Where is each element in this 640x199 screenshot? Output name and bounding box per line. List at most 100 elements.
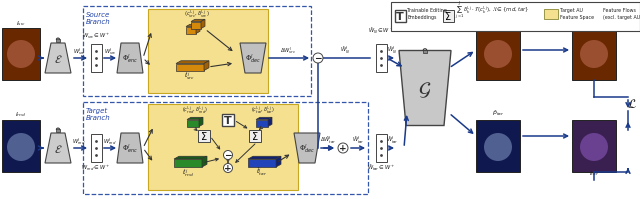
Polygon shape [248,156,281,159]
FancyBboxPatch shape [394,10,406,22]
Polygon shape [45,43,71,73]
Text: −: − [224,151,232,160]
Text: $\hat{W}_{tar}\in W^+$: $\hat{W}_{tar}\in W^+$ [367,162,395,173]
Text: $I_{src}$: $I_{src}$ [16,19,26,28]
Text: $\hat{p}^{rec}_{tar}$: $\hat{p}^{rec}_{tar}$ [492,16,504,26]
Circle shape [313,53,323,63]
Circle shape [580,40,608,68]
Text: Branch: Branch [86,115,111,121]
Polygon shape [202,156,207,167]
Polygon shape [191,21,201,28]
Polygon shape [186,24,200,26]
Text: $\hat{W}^l_{tar}$: $\hat{W}^l_{tar}$ [351,134,364,145]
FancyBboxPatch shape [90,134,102,162]
Text: $\mathcal{E}$: $\mathcal{E}$ [54,53,62,65]
Text: $\Delta W^l_{src}$: $\Delta W^l_{src}$ [280,45,296,56]
Text: Embeddings: Embeddings [407,15,436,20]
Bar [2,120,40,172]
Polygon shape [187,120,199,127]
Polygon shape [196,24,200,33]
Text: $I_{rnd}$: $I_{rnd}$ [15,110,27,119]
Bar [572,28,616,80]
Text: (excl. target AUs): (excl. target AUs) [603,15,640,20]
Text: $W_{src}\in W^+$: $W_{src}\in W^+$ [82,31,110,41]
Text: $W^l_{rnd}$: $W^l_{rnd}$ [72,136,86,147]
Polygon shape [248,159,276,167]
Text: $\hat{W}^l_N$: $\hat{W}^l_N$ [340,44,350,56]
Text: $\ell^j_{src}$: $\ell^j_{src}$ [184,70,196,82]
FancyBboxPatch shape [376,134,387,162]
Circle shape [338,143,348,153]
Text: $(c^{l,j}_{src}, \delta^{l,j}_{src})$: $(c^{l,j}_{src}, \delta^{l,j}_{src})$ [184,8,210,20]
FancyBboxPatch shape [90,44,102,72]
FancyBboxPatch shape [442,10,454,22]
Bar [56,129,60,132]
FancyBboxPatch shape [148,9,268,93]
Circle shape [580,133,608,161]
Text: $\ell^j_{rnd}$: $\ell^j_{rnd}$ [182,167,194,179]
Circle shape [223,164,232,173]
Text: T: T [396,12,404,21]
Text: $\hat{W}^l_{tar}$: $\hat{W}^l_{tar}$ [386,135,398,146]
Bar [544,9,558,19]
Text: Source: Source [86,12,110,18]
Text: Feature Flows: Feature Flows [603,8,636,13]
Bar [476,120,520,172]
Polygon shape [199,117,203,127]
Text: $I_{tar}$: $I_{tar}$ [589,169,599,178]
Text: −: − [314,54,322,63]
Text: Target AU: Target AU [560,8,583,13]
FancyBboxPatch shape [249,130,261,142]
Text: Trainable Editing: Trainable Editing [407,8,447,13]
Text: $\mathcal{G}$: $\mathcal{G}$ [419,80,431,100]
Text: $\Phi^l_{enc}$: $\Phi^l_{enc}$ [122,142,138,156]
Bar [476,28,520,80]
Polygon shape [256,120,268,127]
Polygon shape [117,133,143,163]
Text: Feature Space: Feature Space [560,15,594,20]
Polygon shape [176,63,204,70]
Polygon shape [174,156,207,159]
Polygon shape [276,156,281,167]
Text: $\hat{W}_N\in W^+$: $\hat{W}_N\in W^+$ [368,25,394,36]
Text: $\Phi^l_{enc}$: $\Phi^l_{enc}$ [122,52,138,66]
Polygon shape [186,26,196,33]
Text: $W_{rnd}\in W^+$: $W_{rnd}\in W^+$ [81,163,111,173]
Bar [572,120,616,172]
Text: +: + [339,144,347,153]
Polygon shape [240,43,266,73]
Text: Branch: Branch [86,19,111,25]
FancyBboxPatch shape [390,2,639,30]
Polygon shape [187,117,203,120]
Polygon shape [174,159,202,167]
Text: $\Delta\hat{W}^l_{tar}$: $\Delta\hat{W}^l_{tar}$ [320,134,336,145]
FancyBboxPatch shape [222,114,234,126]
Text: $(c^{l,j}_{tar}, \delta^{l,j}_{tar})$: $(c^{l,j}_{tar}, \delta^{l,j}_{tar})$ [251,104,275,116]
Circle shape [223,150,232,160]
Polygon shape [204,61,209,70]
Text: $\hat{W}^l_N$: $\hat{W}^l_N$ [387,45,397,57]
Text: $\Sigma$: $\Sigma$ [252,131,259,142]
Text: $\Sigma$: $\Sigma$ [200,131,208,142]
Text: $\hat{\ell}^j_{tar}$: $\hat{\ell}^j_{tar}$ [257,166,268,179]
Bar [2,28,40,80]
Text: $\hat{p}_{tar}$: $\hat{p}_{tar}$ [492,108,504,118]
Text: $W^l_{src}$: $W^l_{src}$ [104,46,116,57]
Text: $\Phi^l_{dec}$: $\Phi^l_{dec}$ [245,52,261,66]
Polygon shape [45,133,71,163]
Polygon shape [268,117,272,127]
Text: $\sum_{j=1}^{J}\delta_k^{l,j}\cdot\mathcal{T}(c_k^{l,j}),\,\mathcal{X}\in\{rnd, : $\sum_{j=1}^{J}\delta_k^{l,j}\cdot\mathc… [455,0,529,21]
Text: $(c^{l,j}_{rnd}, \delta^{l,j}_{rnd})$: $(c^{l,j}_{rnd}, \delta^{l,j}_{rnd})$ [182,104,208,116]
Circle shape [484,133,512,161]
Circle shape [7,40,35,68]
Text: $\Sigma$: $\Sigma$ [444,11,452,22]
Text: +: + [224,164,232,173]
Text: $W^l_{src}$: $W^l_{src}$ [73,46,85,57]
FancyBboxPatch shape [198,130,210,142]
Circle shape [7,133,35,161]
Polygon shape [191,19,205,21]
Bar [423,50,427,53]
Text: T: T [224,115,232,126]
Polygon shape [117,43,143,73]
Text: $\mathcal{E}$: $\mathcal{E}$ [54,143,62,155]
